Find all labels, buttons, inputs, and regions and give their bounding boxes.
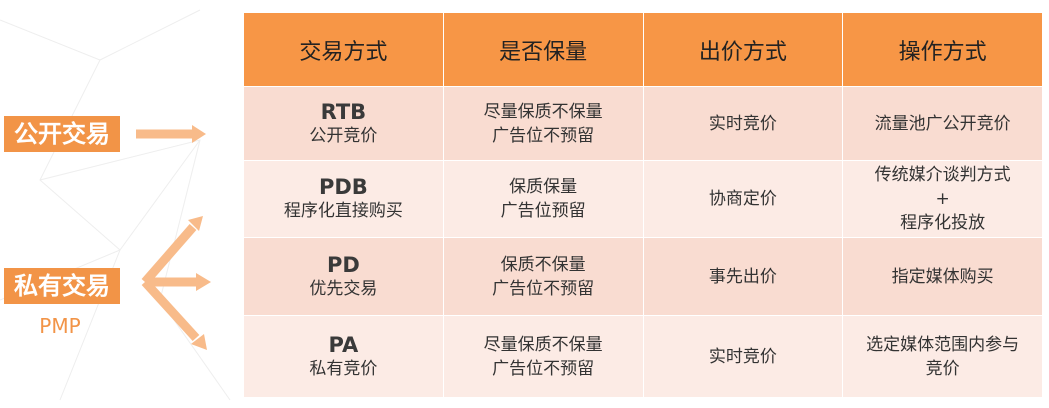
guarantee-text: 保质保量 bbox=[509, 177, 578, 197]
table-header: 交易方式 是否保量 出价方式 操作方式 bbox=[243, 12, 1043, 87]
trade-name: 程序化直接购买 bbox=[283, 201, 403, 221]
op-text: 传统媒介谈判方式 bbox=[874, 165, 1011, 185]
guarantee-text: 保质不保量 bbox=[500, 254, 586, 275]
arrow-private-down-icon bbox=[141, 278, 200, 342]
table-row: PDB 程序化直接购买 保质保量广告位预留 协商定价 传统媒介谈判方式 + 程序化投放 bbox=[243, 160, 1043, 238]
guarantee-text: 尽量保质不保量 bbox=[483, 334, 603, 355]
bid-text: 实时竞价 bbox=[642, 86, 844, 161]
trade-code: PDB bbox=[318, 175, 368, 199]
trade-name: 优先交易 bbox=[309, 278, 378, 299]
table-row: PA 私有竞价 尽量保质不保量 广告位不预留 实时竞价 选定媒体范围内参与 竞价 bbox=[243, 315, 1043, 398]
guarantee-text: 广告位不预留 bbox=[492, 125, 595, 146]
op-text: 流量池广公开竞价 bbox=[874, 113, 1011, 134]
bid-text: 实时竞价 bbox=[642, 315, 844, 398]
bid-text: 事先出价 bbox=[642, 237, 844, 316]
header-cell: 是否保量 bbox=[442, 12, 644, 87]
guarantee-text: 广告位不预留 bbox=[492, 358, 595, 379]
arrow-private-up-icon bbox=[141, 224, 197, 285]
trade-name: 私有竞价 bbox=[309, 358, 378, 379]
public-trade-label: 公开交易 bbox=[4, 116, 120, 152]
guarantee-text: 尽量保质不保量 bbox=[483, 101, 603, 122]
trade-code: PD bbox=[326, 252, 360, 277]
op-text: 选定媒体范围内参与 bbox=[866, 334, 1020, 355]
trade-table: 交易方式 是否保量 出价方式 操作方式 RTB 公开竞价 尽量保质不保量 广告位不预… bbox=[243, 12, 1043, 398]
op-text: 程序化投放 bbox=[900, 213, 986, 233]
table-row: PD 优先交易 保质不保量广告位不预留 事先出价 指定媒体购买 bbox=[243, 237, 1043, 316]
trade-code: PA bbox=[328, 332, 359, 357]
op-text: 竞价 bbox=[925, 358, 960, 379]
private-trade-label: 私有交易 bbox=[4, 268, 120, 304]
trade-name: 公开竞价 bbox=[309, 125, 378, 146]
header-cell: 交易方式 bbox=[243, 12, 444, 87]
pmp-label: PMP bbox=[39, 314, 81, 338]
op-text: 指定媒体购买 bbox=[891, 266, 994, 287]
guarantee-text: 广告位预留 bbox=[500, 201, 586, 221]
op-text: + bbox=[935, 189, 950, 209]
bid-text: 协商定价 bbox=[642, 160, 844, 238]
arrows bbox=[136, 125, 211, 350]
guarantee-text: 广告位不预留 bbox=[492, 278, 595, 299]
header-cell: 出价方式 bbox=[642, 12, 844, 87]
table-row: RTB 公开竞价 尽量保质不保量 广告位不预留 实时竞价 流量池广公开竞价 bbox=[243, 86, 1043, 161]
trade-code: RTB bbox=[320, 99, 367, 124]
header-cell: 操作方式 bbox=[842, 12, 1043, 87]
